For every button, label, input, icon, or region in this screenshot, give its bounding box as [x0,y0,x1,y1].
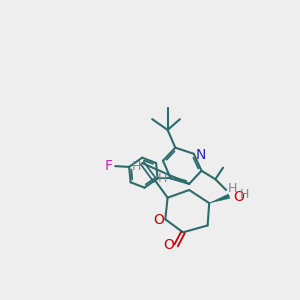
Text: O: O [164,238,175,252]
Text: O: O [154,213,165,227]
Text: O: O [233,190,244,204]
Text: N: N [196,148,206,162]
Polygon shape [209,194,230,203]
Text: H: H [158,172,167,185]
Text: H: H [228,182,237,195]
Text: H: H [240,188,249,201]
Text: H: H [131,160,141,173]
Text: F: F [105,159,113,173]
